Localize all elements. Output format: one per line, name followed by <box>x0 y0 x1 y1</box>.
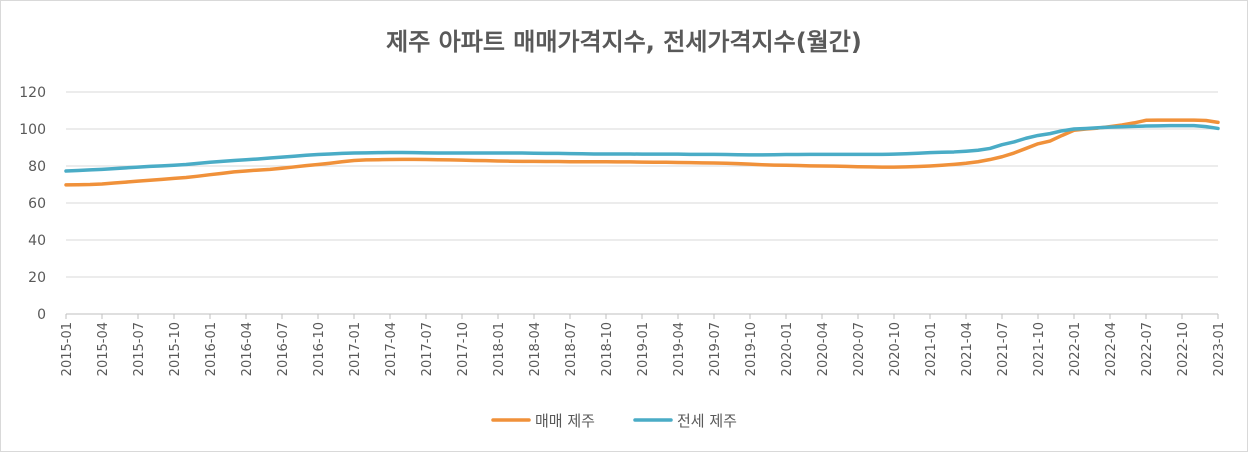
x-tick-label: 2017-07 <box>420 322 435 376</box>
y-tick-label: 100 <box>19 122 46 138</box>
x-tick-label: 2019-04 <box>672 322 687 376</box>
gridlines <box>66 91 1218 315</box>
legend: 매매 제주 전세 제주 <box>491 412 737 430</box>
x-tick-label: 2016-07 <box>276 322 291 376</box>
y-tick-label: 60 <box>28 196 46 212</box>
y-tick-label: 120 <box>19 85 46 101</box>
x-tick-label: 2016-04 <box>240 322 255 376</box>
y-tick-label: 20 <box>28 270 46 286</box>
x-tick-label: 2015-10 <box>168 322 183 376</box>
x-tick-label: 2018-07 <box>564 322 579 376</box>
x-tick-label: 2017-01 <box>348 322 363 376</box>
x-tick-label: 2015-04 <box>96 322 111 376</box>
x-tick-label: 2015-07 <box>132 322 147 376</box>
series-layer <box>64 118 1220 187</box>
y-tick-label: 0 <box>37 307 46 323</box>
y-tick-label: 40 <box>28 233 46 249</box>
series-line-2 <box>64 123 1220 173</box>
x-tick-label: 2018-04 <box>528 322 543 376</box>
x-tick-label: 2021-01 <box>924 322 939 376</box>
x-tick-label: 2018-01 <box>492 322 507 376</box>
x-tick-label: 2019-01 <box>636 322 651 376</box>
x-tick-label: 2022-10 <box>1176 322 1191 376</box>
legend-label-1: 매매 제주 <box>535 412 595 430</box>
x-tick-label: 2017-04 <box>384 322 399 376</box>
x-tick-label: 2020-04 <box>816 322 831 376</box>
x-tick-label: 2021-10 <box>1032 322 1047 376</box>
x-tick-label: 2016-01 <box>204 322 219 376</box>
x-tick-label: 2022-01 <box>1068 322 1083 376</box>
x-tick-label: 2021-04 <box>960 322 975 376</box>
x-tick-label: 2022-04 <box>1104 322 1119 376</box>
y-axis-ticks: 0 20 40 60 80 100 120 <box>19 85 46 323</box>
x-tick-label: 2019-07 <box>708 322 723 376</box>
x-tick-label: 2017-10 <box>456 322 471 376</box>
x-tick-label: 2022-07 <box>1140 322 1155 376</box>
x-tick-label: 2020-10 <box>888 322 903 376</box>
x-tick-label: 2023-01 <box>1212 322 1227 376</box>
x-tick-label: 2021-07 <box>996 322 1011 376</box>
x-axis: 2015-01 2015-04 2015-07 2015-10 2016-01 2016-… <box>60 313 1227 376</box>
x-tick-label: 2020-07 <box>852 322 867 376</box>
y-tick-label: 80 <box>28 159 46 175</box>
x-tick-label: 2018-10 <box>600 322 615 376</box>
x-tick-label: 2016-10 <box>312 322 327 376</box>
x-tick-label: 2015-01 <box>60 322 75 376</box>
legend-label-2: 전세 제주 <box>677 412 737 430</box>
x-tick-label: 2020-01 <box>780 322 795 376</box>
chart-title: 제주 아파트 매매가격지수, 전세가격지수(월간) <box>386 28 862 56</box>
x-tick-label: 2019-10 <box>744 322 759 376</box>
series-line-1 <box>64 118 1220 187</box>
